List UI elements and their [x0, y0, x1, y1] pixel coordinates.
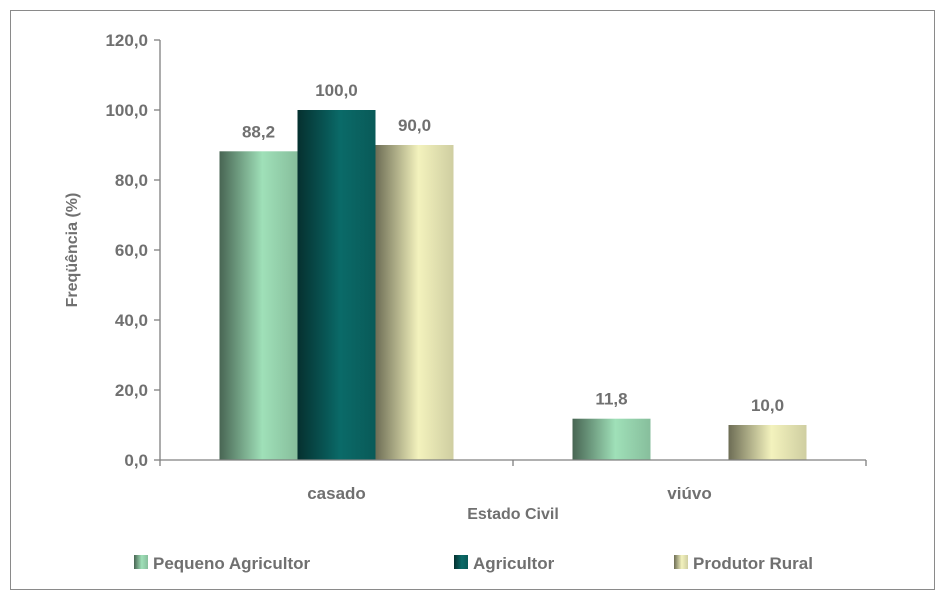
data-label: 11,8	[595, 390, 627, 409]
data-labels: 88,2 100,0 90,0 11,8 10,0	[242, 81, 784, 415]
legend: Pequeno Agricultor Agricultor Produtor Rur…	[134, 554, 813, 573]
bar-casado-1	[297, 110, 376, 460]
y-axis-title: Freqüência (%)	[64, 193, 81, 308]
data-label: 90,0	[398, 116, 431, 135]
x-ticks: casado viúvo	[159, 460, 867, 503]
chart-frame	[10, 10, 935, 590]
legend-swatch	[454, 555, 468, 569]
legend-label: Produtor Rural	[693, 554, 813, 573]
legend-swatch	[674, 555, 688, 569]
legend-label: Agricultor	[473, 554, 555, 573]
y-tick-label: 100,0	[105, 101, 148, 120]
y-tick-label: 120,0	[105, 31, 148, 50]
data-label: 100,0	[315, 81, 358, 100]
y-tick-label: 0,0	[124, 451, 148, 470]
bar-casado-0	[219, 151, 298, 461]
y-tick-label: 80,0	[115, 171, 148, 190]
bar-viúvo-2	[728, 425, 807, 460]
y-tick-label: 20,0	[115, 381, 148, 400]
bar-casado-2	[375, 145, 454, 460]
y-tick-label: 40,0	[115, 311, 148, 330]
legend-label: Pequeno Agricultor	[153, 554, 310, 573]
y-ticks: 0,0 20,0 40,0 60,0 80,0 100,0 120,0	[105, 31, 160, 470]
y-tick-label: 60,0	[115, 241, 148, 260]
x-tick-label: viúvo	[667, 484, 711, 503]
x-axis-title: Estado Civil	[467, 506, 559, 523]
legend-swatch	[134, 555, 148, 569]
data-label: 10,0	[751, 396, 784, 415]
data-label: 88,2	[242, 122, 275, 141]
bars-layer	[219, 110, 807, 461]
x-tick-label: casado	[307, 484, 366, 503]
bar-viúvo-0	[572, 418, 651, 460]
